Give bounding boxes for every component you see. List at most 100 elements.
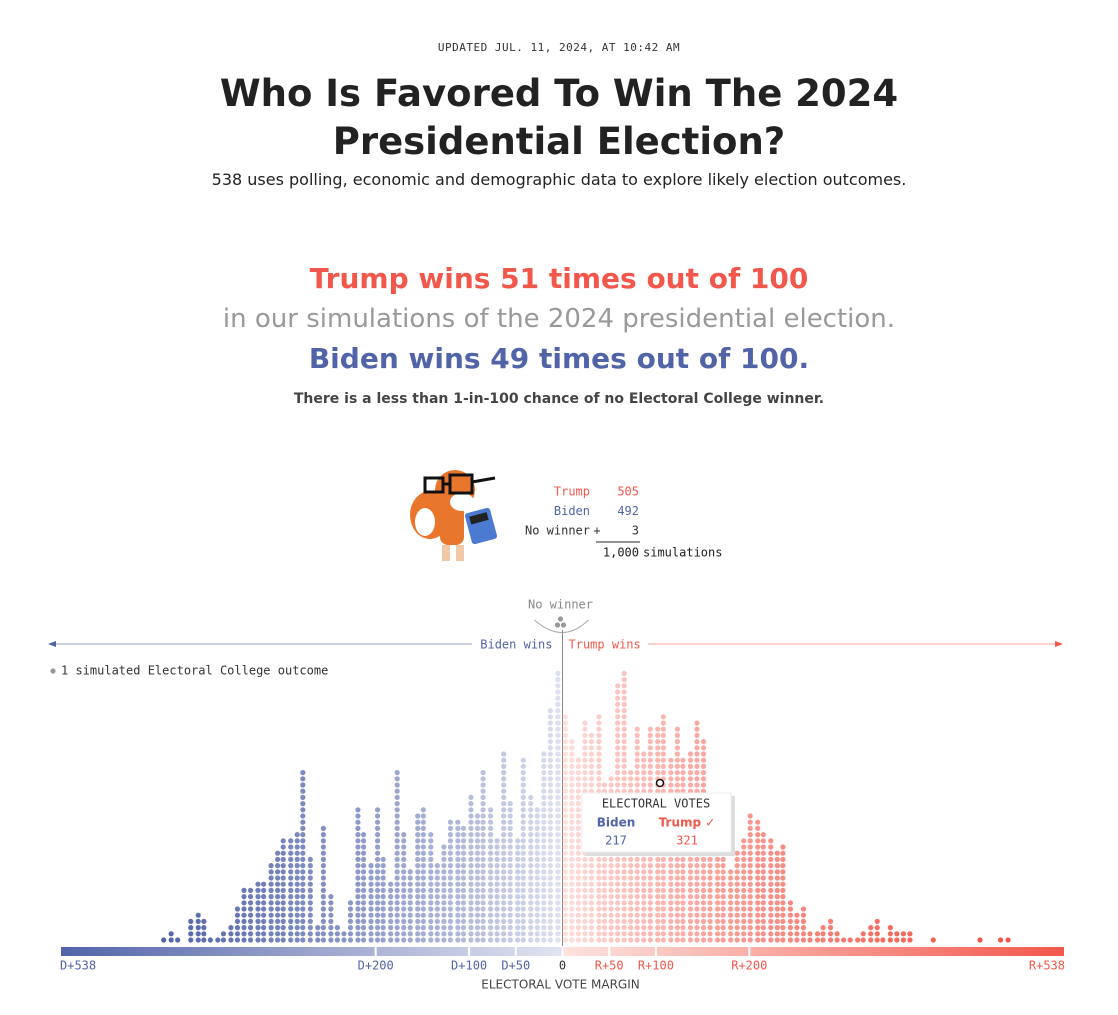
simulation-dot — [596, 739, 602, 745]
simulation-dot — [300, 770, 306, 776]
simulation-dot — [687, 931, 694, 937]
simulation-dot — [562, 912, 568, 918]
simulation-dot — [596, 770, 602, 776]
simulation-dot — [601, 887, 608, 894]
simulation-dot — [434, 875, 440, 881]
simulation-dot — [307, 918, 313, 925]
simulation-dot — [355, 825, 361, 832]
simulation-dot — [275, 906, 281, 912]
simulation-dot — [528, 838, 534, 844]
simulation-dot — [575, 900, 581, 906]
simulation-dot — [575, 788, 581, 794]
simulation-dot — [741, 881, 747, 887]
simulation-dot — [528, 832, 534, 838]
simulation-dot — [468, 869, 474, 875]
simulation-dot — [634, 918, 640, 925]
simulation-dot — [520, 763, 526, 770]
simulation-dot — [347, 906, 354, 912]
simulation-dot — [615, 695, 621, 701]
simulation-dot — [569, 937, 575, 943]
simulation-dot — [300, 931, 306, 937]
summary-total: 1,000 — [603, 546, 639, 560]
simulation-dot — [647, 757, 653, 763]
simulation-dot — [261, 887, 267, 894]
simulation-dot — [694, 900, 700, 906]
simulation-dot — [628, 906, 634, 912]
simulation-dot — [501, 763, 507, 770]
simulation-dot — [307, 937, 313, 943]
simulation-dot — [647, 912, 653, 918]
simulation-dot — [621, 745, 627, 751]
simulation-dot — [460, 900, 467, 906]
simulation-dot — [534, 912, 540, 918]
simulation-dot — [328, 906, 334, 912]
simulation-dot — [507, 887, 513, 894]
simulation-dot — [794, 925, 800, 931]
simulation-dot — [874, 918, 880, 925]
simulation-dot — [255, 918, 261, 925]
simulation-dot — [380, 925, 386, 931]
simulation-dot — [728, 931, 734, 937]
simulation-dot — [255, 894, 261, 900]
simulation-dot — [534, 894, 540, 900]
simulation-dot — [700, 863, 707, 869]
simulation-dot — [534, 887, 540, 894]
simulation-dot — [680, 925, 686, 931]
simulation-dot — [520, 918, 526, 925]
simulation-dot — [562, 881, 568, 887]
simulation-dot — [641, 881, 647, 887]
simulation-dot — [787, 900, 793, 906]
simulation-dot — [407, 887, 413, 894]
simulation-dot — [674, 925, 680, 931]
simulation-dot — [555, 788, 561, 794]
simulation-dot — [407, 894, 413, 900]
simulation-dot — [547, 708, 553, 714]
simulation-dot — [368, 918, 374, 925]
simulation-dot — [188, 931, 194, 937]
simulation-dot — [720, 900, 726, 906]
simulation-dot — [501, 912, 507, 918]
simulation-dot — [468, 937, 474, 943]
simulation-dot — [468, 832, 474, 838]
simulation-dot — [660, 881, 666, 887]
simulation-dot — [641, 776, 647, 782]
simulation-dot — [562, 794, 568, 801]
simulation-dot — [562, 825, 568, 832]
simulation-dot — [860, 931, 866, 937]
simulation-dot — [480, 906, 486, 912]
simulation-dot — [582, 732, 588, 739]
simulation-dot — [562, 788, 568, 794]
simulation-dot — [680, 863, 686, 869]
simulation-dot — [747, 863, 753, 869]
simulation-dot — [655, 863, 661, 869]
simulation-dot — [555, 782, 561, 788]
simulation-dot — [507, 894, 513, 900]
simulation-dot — [507, 850, 513, 856]
summary-prefix: + — [593, 524, 600, 538]
simulation-dot — [714, 925, 721, 931]
simulation-dot — [582, 887, 588, 894]
simulation-dot — [641, 894, 647, 900]
simulation-dot — [621, 900, 627, 906]
simulation-dot — [647, 726, 653, 732]
simulation-dot — [547, 844, 553, 850]
simulation-dot — [428, 894, 434, 900]
simulation-dot — [634, 925, 640, 931]
simulation-dot — [487, 869, 494, 875]
simulation-dot — [374, 875, 381, 881]
simulation-dot — [575, 838, 581, 844]
simulation-dot — [294, 832, 300, 838]
simulation-dot — [555, 900, 561, 906]
simulation-dot — [615, 726, 621, 732]
simulation-dot — [407, 906, 413, 912]
simulation-dot — [468, 844, 474, 850]
simulation-dot — [655, 931, 661, 937]
simulation-dot — [474, 832, 481, 838]
simulation-dot — [694, 776, 700, 782]
simulation-dot — [460, 850, 467, 856]
simulation-dot — [307, 931, 313, 937]
simulation-dot — [507, 912, 513, 918]
simulation-dot — [700, 887, 707, 894]
simulation-dot — [520, 894, 526, 900]
simulation-dot — [534, 832, 540, 838]
